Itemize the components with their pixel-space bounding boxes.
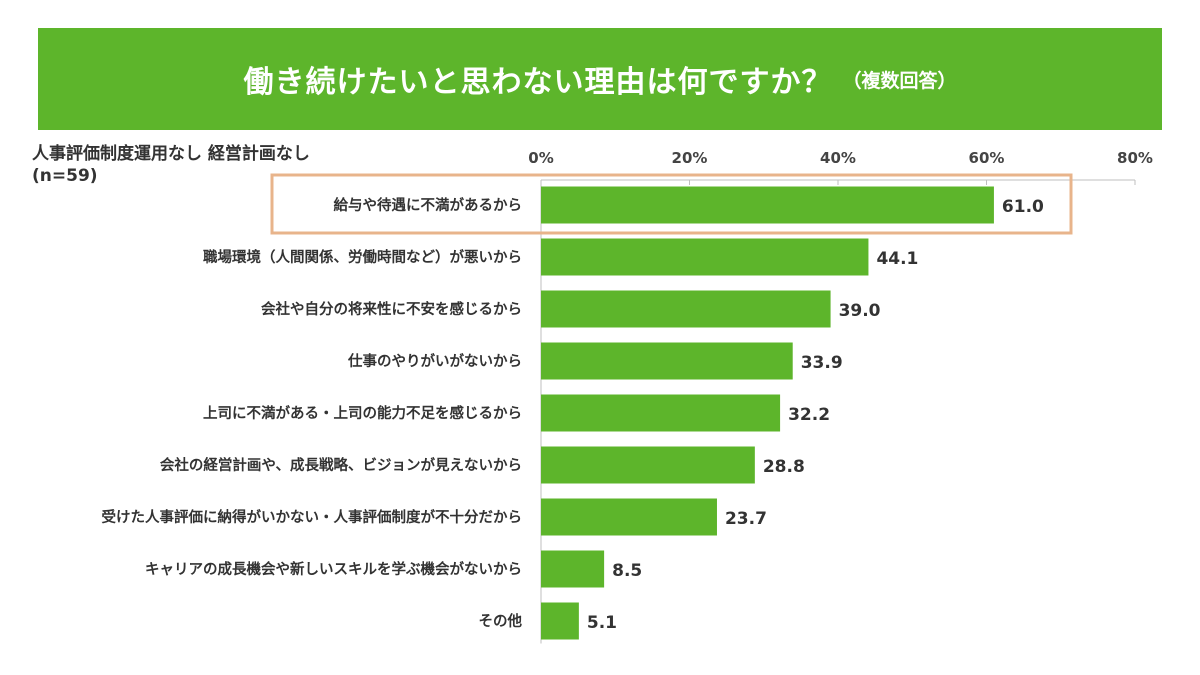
category-label: 上司に不満がある・上司の能力不足を感じるから [203, 404, 522, 422]
data-label: 39.0 [839, 301, 881, 321]
data-label: 61.0 [1002, 197, 1044, 217]
bar [541, 342, 793, 380]
category-label: 会社や自分の将来性に不安を感じるから [261, 300, 522, 318]
category-label: 職場環境（人間関係、労働時間など）が悪いから [203, 248, 522, 266]
x-tick-label: 60% [969, 149, 1005, 167]
bar [541, 550, 605, 588]
bar [541, 446, 755, 484]
x-tick-label: 40% [820, 149, 856, 167]
category-label: 仕事のやりがいがないから [347, 352, 522, 370]
x-tick-label: 0% [528, 149, 553, 167]
bar [541, 186, 994, 224]
bar [541, 238, 869, 276]
data-label: 44.1 [876, 249, 918, 269]
title-banner: 働き続けたいと思わない理由は何ですか？ （複数回答） [38, 28, 1162, 130]
x-tick-label: 80% [1117, 149, 1153, 167]
category-label: 給与や待遇に不満があるから [334, 196, 523, 214]
data-label: 28.8 [763, 457, 805, 477]
bar [541, 602, 579, 640]
segment-label: 人事評価制度運用なし 経営計画なし (n=59) [32, 143, 310, 187]
bar [541, 394, 781, 432]
data-label: 23.7 [725, 509, 767, 529]
highlight-box [270, 173, 1073, 235]
category-label: その他 [479, 612, 523, 630]
category-label: 受けた人事評価に納得がいかない・人事評価制度が不十分だから [102, 508, 523, 526]
chart-title: 働き続けたいと思わない理由は何ですか？ [243, 65, 833, 100]
segment-name: 人事評価制度運用なし 経営計画なし [32, 144, 310, 164]
category-label: キャリアの成長機会や新しいスキルを学ぶ機会がないから [145, 560, 522, 578]
data-label: 5.1 [587, 613, 617, 633]
x-tick-label: 20% [672, 149, 708, 167]
data-label: 33.9 [801, 353, 843, 373]
category-label: 会社の経営計画や、成長戦略、ビジョンが見えないから [160, 456, 522, 474]
sample-size: (n=59) [32, 166, 98, 186]
bar [541, 498, 717, 536]
data-label: 8.5 [612, 561, 642, 581]
bar [541, 290, 831, 328]
chart-subtitle: （複数回答） [842, 69, 957, 92]
data-label: 32.2 [788, 405, 830, 425]
